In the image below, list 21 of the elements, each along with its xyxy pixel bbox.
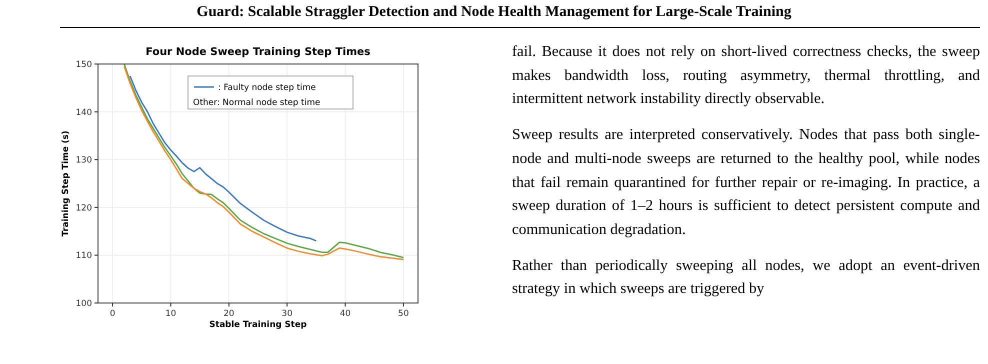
x-tick-label: 30 bbox=[282, 309, 293, 319]
text: Sweep results are interpreted conservatively. Nodes that pass both single-node and multi-node sweeps are returned to the healthy pool, while nodes that fail remain quarantined for further repair or re-imaging. In practice, a sweep duration of 1–2 hours is sufficient to detect persistent compute and communication degradation. bbox=[512, 125, 980, 240]
annotation: Other: Normal node step time bbox=[193, 98, 320, 108]
y-tick-label: 110 bbox=[76, 251, 92, 262]
x-tick-label: 20 bbox=[223, 309, 234, 319]
y-tick-label: 100 bbox=[76, 298, 92, 309]
text: Rather than periodically sweeping all nodes, we adopt an event-driven strategy in which sweeps are triggered by bbox=[512, 256, 980, 300]
y-tick-label: 150 bbox=[76, 60, 92, 70]
chart-title: Four Node Sweep Training Step Times bbox=[146, 46, 370, 58]
x-tick-label: 50 bbox=[398, 309, 409, 319]
x-tick-label: 40 bbox=[340, 309, 351, 319]
y-tick-label: 130 bbox=[76, 156, 92, 166]
text: Guard: Scalable Straggler Detection and Node Health Management for Large-Scale Training bbox=[196, 4, 792, 21]
x-tick-label: 10 bbox=[165, 309, 176, 319]
y-tick-label: 120 bbox=[76, 203, 92, 214]
x-tick-label: 0 bbox=[110, 309, 116, 319]
y-tick-label: 140 bbox=[76, 108, 92, 118]
text: fail. Because it does not rely on short-lived correctness checks, the sweep makes bandwidth loss, routing asymmetry, thermal throttling, and intermittent network instability directly observable. bbox=[512, 42, 980, 110]
legend-label: : Faulty node step time bbox=[218, 82, 316, 93]
x-axis-title: Stable Training Step bbox=[209, 320, 307, 330]
y-axis-title: Training Step Time (s) bbox=[61, 130, 71, 236]
